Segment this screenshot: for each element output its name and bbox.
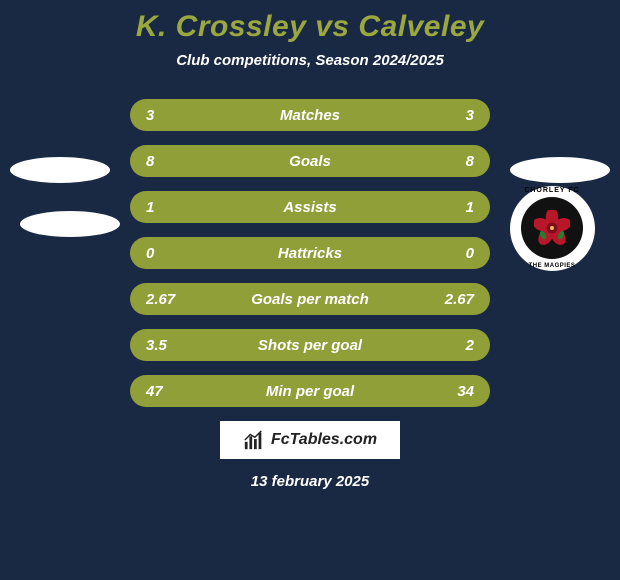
table-row: 8 Goals 8 <box>130 145 490 177</box>
stat-left-value: 8 <box>146 153 186 170</box>
table-row: 3 Matches 3 <box>130 99 490 131</box>
table-row: 1 Assists 1 <box>130 191 490 223</box>
stat-left-value: 1 <box>146 199 186 216</box>
stat-left-value: 3.5 <box>146 337 186 354</box>
player2-club-badge: CHORLEY FC THE MAGPIES <box>502 178 602 278</box>
stat-label: Matches <box>186 107 434 124</box>
stat-label: Assists <box>186 199 434 216</box>
stat-left-value: 3 <box>146 107 186 124</box>
badge-top-text: CHORLEY FC <box>524 187 579 194</box>
page-title: K. Crossley vs Calveley <box>0 0 620 44</box>
stat-right-value: 8 <box>434 153 474 170</box>
badge-bottom-text: THE MAGPIES <box>529 263 576 269</box>
stat-label: Hattricks <box>186 245 434 262</box>
stat-right-value: 0 <box>434 245 474 262</box>
bar-chart-icon <box>243 429 265 451</box>
badge-inner-circle <box>521 197 583 259</box>
stat-label: Shots per goal <box>186 337 434 354</box>
date-label: 13 february 2025 <box>0 473 620 490</box>
chorley-fc-badge: CHORLEY FC THE MAGPIES <box>510 186 595 271</box>
table-row: 47 Min per goal 34 <box>130 375 490 407</box>
stat-right-value: 3 <box>434 107 474 124</box>
stat-label: Goals per match <box>186 291 434 308</box>
rose-icon <box>534 210 570 246</box>
stat-left-value: 2.67 <box>146 291 186 308</box>
table-row: 2.67 Goals per match 2.67 <box>130 283 490 315</box>
stat-label: Goals <box>186 153 434 170</box>
ellipse-icon <box>20 211 120 237</box>
fctables-logo-text: FcTables.com <box>271 431 377 449</box>
table-row: 3.5 Shots per goal 2 <box>130 329 490 361</box>
stat-left-value: 47 <box>146 383 186 400</box>
stat-right-value: 1 <box>434 199 474 216</box>
stat-right-value: 2.67 <box>434 291 474 308</box>
stat-right-value: 34 <box>434 383 474 400</box>
stats-table: 3 Matches 3 8 Goals 8 1 Assists 1 0 Hatt… <box>130 99 490 407</box>
stat-right-value: 2 <box>434 337 474 354</box>
stat-label: Min per goal <box>186 383 434 400</box>
stat-left-value: 0 <box>146 245 186 262</box>
table-row: 0 Hattricks 0 <box>130 237 490 269</box>
player1-club-logo-placeholder-bottom <box>20 174 120 274</box>
subtitle: Club competitions, Season 2024/2025 <box>0 52 620 69</box>
fctables-logo: FcTables.com <box>220 421 400 459</box>
